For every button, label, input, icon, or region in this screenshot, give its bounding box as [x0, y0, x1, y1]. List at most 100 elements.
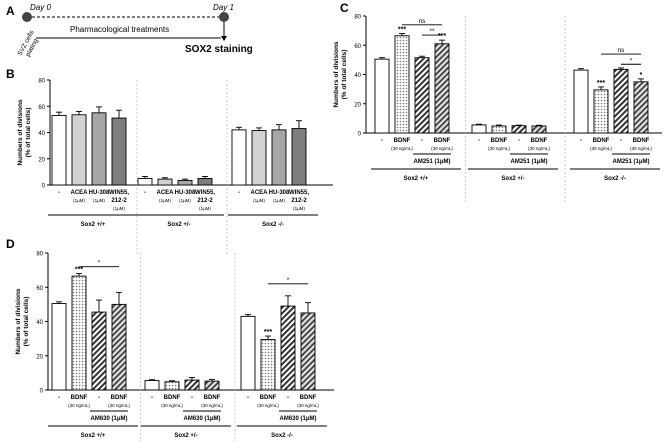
- group-label: Sox2 +/+: [81, 433, 106, 439]
- significance-label: *: [630, 57, 633, 64]
- y-tick-label: 60: [36, 286, 43, 292]
- category-unit: (30 ng/mL): [68, 403, 90, 408]
- category-unit: (1μM): [273, 198, 285, 203]
- y-tick-label: 0: [358, 132, 362, 138]
- category-label: -: [247, 395, 249, 401]
- significance-label: *: [98, 260, 101, 267]
- bar: [240, 315, 256, 391]
- bar: [91, 311, 107, 391]
- category-label: ACEA: [250, 190, 268, 196]
- category-label-line2: 212-2: [111, 198, 127, 204]
- category-unit: (1μM): [159, 198, 171, 203]
- category-unit: (30 ng/mL): [108, 403, 130, 408]
- panel-letter-a: A: [6, 4, 15, 18]
- category-label: HU-308: [269, 190, 290, 196]
- category-unit: (30 ng/mL): [488, 146, 510, 151]
- bar: [434, 43, 450, 134]
- bar: [511, 125, 527, 134]
- category-label: BDNF: [204, 395, 221, 401]
- category-unit: (1μM): [73, 198, 85, 203]
- y-tick-label: 80: [36, 252, 43, 258]
- panel-letter-b: B: [6, 67, 15, 81]
- panel-letter-c: C: [340, 1, 349, 15]
- significance-star: ***: [398, 27, 406, 34]
- significance-star: ***: [597, 80, 605, 87]
- treatment-label: AM251 (1μM): [510, 159, 547, 165]
- category-label: -: [58, 190, 60, 196]
- bar: [71, 275, 87, 391]
- bar: [137, 177, 153, 186]
- category-label: -: [478, 138, 480, 144]
- group-label: Sox2 -/-: [271, 433, 293, 439]
- group-label: Sox2 -/-: [604, 176, 626, 182]
- bar: [260, 339, 276, 391]
- y-axis-label-line2: (% of total cells): [341, 50, 348, 100]
- day1-label: Day 1: [213, 3, 234, 12]
- category-label: -: [580, 138, 582, 144]
- category-label: BDNF: [71, 395, 88, 401]
- bar: [414, 57, 430, 134]
- category-unit: (30 ng/mL): [161, 403, 183, 408]
- day0-label: Day 0: [30, 3, 51, 12]
- category-label: -: [144, 190, 146, 196]
- significance-star: ***: [75, 267, 83, 274]
- category-label: -: [151, 395, 153, 401]
- group-label: Sox2 +/-: [167, 222, 190, 228]
- category-label: -: [287, 395, 289, 401]
- panel-letter-d: D: [6, 237, 15, 251]
- category-unit: (30 ng/mL): [297, 403, 319, 408]
- group-label: Sox2 +/+: [81, 222, 106, 228]
- category-unit: (30 ng/mL): [528, 146, 550, 151]
- bar: [573, 69, 589, 134]
- y-tick-label: 40: [354, 73, 361, 79]
- panel-a: A Day 0 Day 1 SVZ cells plating Pharmaco…: [6, 3, 253, 58]
- category-label: WIN55,: [195, 190, 215, 196]
- category-label-line2: 212-2: [197, 198, 213, 204]
- chart-panel-d: 0 20 40 60 80 Numbers of divisions (% of total…: [15, 252, 334, 442]
- bar: [51, 303, 67, 391]
- staining-label: SOX2 staining: [185, 44, 253, 55]
- chart-panel-c: 0 20 40 60 80 Numbers of divisions (% of total…: [333, 15, 662, 203]
- bar: [204, 380, 220, 391]
- category-unit: (30 ng/mL): [257, 403, 279, 408]
- category-unit: (30 ng/mL): [590, 146, 612, 151]
- category-label: WIN55,: [109, 190, 129, 196]
- bar: [51, 114, 67, 186]
- category-label: BDNF: [633, 138, 650, 144]
- y-tick-label: 0: [42, 184, 46, 190]
- category-unit: (1μM): [93, 198, 105, 203]
- category-label: BDNF: [434, 138, 451, 144]
- bar: [291, 128, 307, 186]
- group-label: Sox2 +/-: [174, 433, 197, 439]
- treatment-label: Pharmacological treatments: [70, 25, 169, 34]
- bar: [71, 114, 87, 186]
- category-unit: (1μM): [199, 206, 211, 211]
- significance-label: ns: [618, 47, 626, 54]
- y-tick-label: 20: [354, 102, 361, 108]
- category-label: -: [381, 138, 383, 144]
- treatment-label: AM630 (1μM): [183, 416, 220, 422]
- category-unit: (30 ng/mL): [391, 146, 413, 151]
- category-label: -: [98, 395, 100, 401]
- significance-star: *: [640, 72, 643, 79]
- treatment-label: AM630 (1μM): [90, 416, 127, 422]
- bar: [111, 303, 127, 391]
- significance-star: ***: [438, 33, 446, 40]
- category-unit: (1μM): [293, 206, 305, 211]
- category-label: ACEA: [70, 190, 88, 196]
- y-axis-label: Numbers of divisions: [15, 288, 22, 354]
- bar: [491, 125, 507, 134]
- category-unit: (30 ng/mL): [630, 146, 652, 151]
- category-label: BDNF: [491, 138, 508, 144]
- category-label: BDNF: [531, 138, 548, 144]
- y-tick-label: 60: [38, 105, 45, 111]
- category-label: BDNF: [394, 138, 411, 144]
- bar: [177, 179, 193, 186]
- category-label: -: [58, 395, 60, 401]
- category-label: BDNF: [164, 395, 181, 401]
- significance-label: *: [287, 277, 290, 284]
- significance-star: ***: [264, 329, 272, 336]
- y-axis-label-line2: (% of total cells): [23, 297, 30, 347]
- category-label: -: [191, 395, 193, 401]
- category-label: -: [421, 138, 423, 144]
